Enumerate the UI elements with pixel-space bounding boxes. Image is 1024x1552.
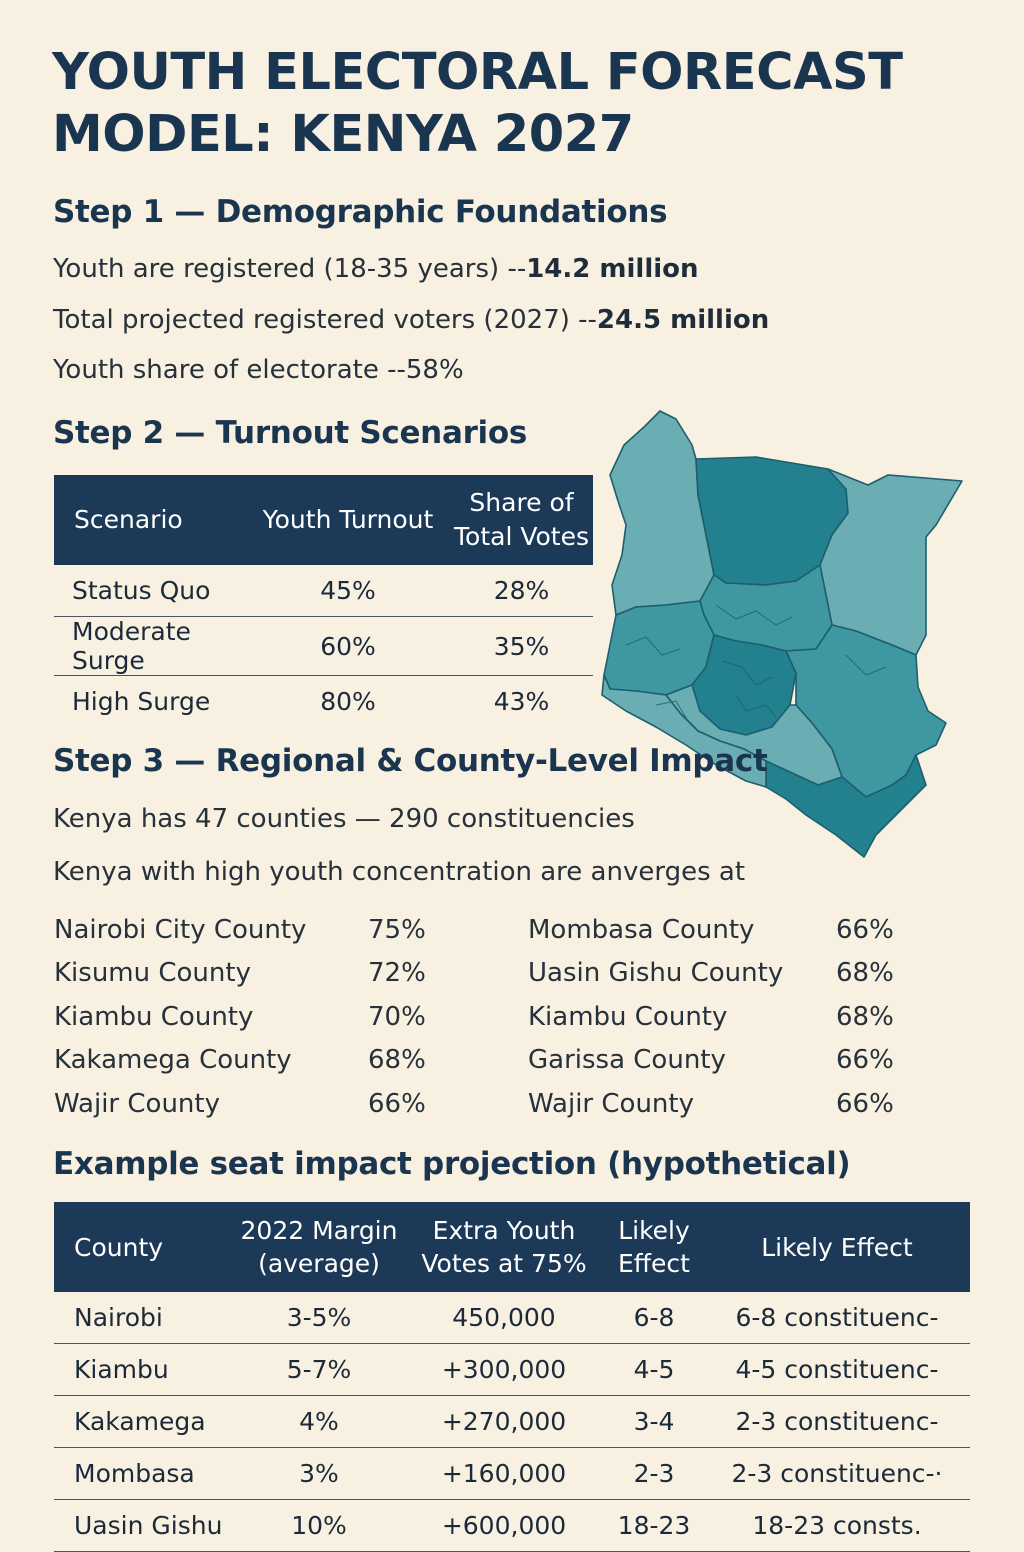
- youth-registered-value: 14.2 million: [526, 254, 699, 284]
- likely-effect-detail-cell: 2-3 constituenc-: [704, 1395, 970, 1448]
- concentration-intro: Kenya with high youth concentration are …: [53, 857, 746, 887]
- turnout-table: Scenario Youth Turnout Share of Total Vo…: [54, 475, 593, 727]
- likely-effect-cell: 18-23: [604, 1499, 704, 1552]
- table-row: High Surge 80% 43%: [54, 676, 593, 728]
- left-county-name: Kakamega County: [54, 1045, 292, 1075]
- total-voters-line: Total projected registered voters (2027)…: [53, 305, 769, 335]
- right-county-name: Mombasa County: [528, 915, 755, 945]
- likely-effect-cell: 2-3: [604, 1447, 704, 1500]
- col-share-total-votes: Share of Total Votes: [450, 475, 593, 565]
- page-title: YOUTH ELECTORAL FORECAST MODEL: KENYA 20…: [52, 43, 903, 164]
- left-county-value: 72%: [368, 958, 426, 988]
- right-county-name: Uasin Gishu County: [528, 958, 784, 988]
- turnout-table-header: Scenario Youth Turnout Share of Total Vo…: [54, 475, 593, 565]
- step3-heading: Step 3 — Regional & County-Level Impact: [53, 743, 768, 779]
- scenario-cell: Status Quo: [54, 565, 246, 617]
- likely-effect-detail-cell: 18-23 consts.: [704, 1499, 970, 1552]
- scenario-cell: Moderate Surge: [54, 616, 246, 676]
- total-voters-label: Total projected registered voters (2027)…: [53, 305, 597, 335]
- likely-effect-detail-cell: 2-3 constituenc-·: [704, 1447, 970, 1500]
- youth-registered-line: Youth are registered (18-35 years) --14.…: [53, 254, 699, 284]
- table-row: Uasin Gishu 10% +600,000 18-23 18-23 con…: [54, 1499, 970, 1552]
- map-region-northwest: [609, 410, 715, 616]
- right-county-value: 66%: [836, 1089, 894, 1119]
- map-region-southwest: [601, 674, 767, 788]
- right-county-name: Kiambu County: [528, 1002, 728, 1032]
- margin-cell: 10%: [234, 1499, 404, 1552]
- col-likely-effect: Likely Effect: [604, 1202, 704, 1292]
- extra-votes-cell: +270,000: [404, 1395, 604, 1448]
- youth-turnout-cell: 60%: [246, 616, 450, 676]
- col-county: County: [54, 1202, 234, 1292]
- col-scenario: Scenario: [54, 475, 246, 565]
- extra-votes-cell: +160,000: [404, 1447, 604, 1500]
- table-row: Moderate Surge 60% 35%: [54, 616, 593, 676]
- table-row: Kiambu 5-7% +300,000 4-5 4-5 constituenc…: [54, 1343, 970, 1396]
- table-row: Nairobi 3-5% 450,000 6-8 6-8 constituenc…: [54, 1292, 970, 1344]
- left-county-value: 68%: [368, 1045, 426, 1075]
- county-cell: Kakamega: [54, 1395, 234, 1448]
- share-total-cell: 43%: [493, 687, 550, 716]
- table-row: Kakamega 4% +270,000 3-4 2-3 constituenc…: [54, 1395, 970, 1448]
- right-county-name: Garissa County: [528, 1045, 726, 1075]
- likely-effect-detail-cell: 6-8 constituenc-: [704, 1292, 970, 1344]
- col-margin: 2022 Margin (average): [234, 1202, 404, 1292]
- share-total-cell: 35%: [450, 616, 593, 676]
- right-county-value: 66%: [836, 915, 894, 945]
- step1-heading: Step 1 — Demographic Foundations: [53, 194, 668, 230]
- seat-impact-table: County 2022 Margin (average) Extra Youth…: [54, 1202, 970, 1552]
- margin-cell: 5-7%: [234, 1343, 404, 1396]
- youth-turnout-cell: 80%: [320, 687, 376, 716]
- margin-cell: 4%: [234, 1395, 404, 1448]
- likely-effect-cell: 3-4: [604, 1395, 704, 1448]
- share-total-cell: 28%: [450, 565, 593, 617]
- table-row: Status Quo 45% 28%: [54, 565, 593, 617]
- county-cell: Kiambu: [54, 1343, 234, 1396]
- left-county-value: 70%: [368, 1002, 426, 1032]
- col-extra-youth-votes: Extra Youth Votes at 75%: [404, 1202, 604, 1292]
- right-county-name: Wajir County: [528, 1089, 694, 1119]
- right-county-value: 68%: [836, 958, 894, 988]
- left-county-name: Kiambu County: [54, 1002, 254, 1032]
- youth-share-label: Youth share of electorate --: [53, 355, 406, 385]
- youth-turnout-cell: 45%: [246, 565, 450, 617]
- col-youth-turnout: Youth Turnout: [246, 475, 450, 565]
- left-county-name: Wajir County: [54, 1089, 220, 1119]
- left-county-value: 75%: [368, 915, 426, 945]
- right-county-value: 66%: [836, 1045, 894, 1075]
- right-county-value: 68%: [836, 1002, 894, 1032]
- step2-heading: Step 2 — Turnout Scenarios: [53, 415, 528, 451]
- extra-votes-cell: +600,000: [404, 1499, 604, 1552]
- map-region-coast: [765, 754, 927, 858]
- county-cell: Nairobi: [54, 1292, 234, 1344]
- youth-share-line: Youth share of electorate --58%: [53, 355, 464, 385]
- scenario-cell: High Surge: [72, 687, 211, 716]
- extra-votes-cell: 450,000: [404, 1292, 604, 1344]
- left-county-value: 66%: [368, 1089, 426, 1119]
- youth-share-value: 58%: [405, 355, 464, 385]
- likely-effect-cell: 6-8: [604, 1292, 704, 1344]
- margin-cell: 3-5%: [234, 1292, 404, 1344]
- seat-table-header: County 2022 Margin (average) Extra Youth…: [54, 1202, 970, 1292]
- extra-votes-cell: +300,000: [404, 1343, 604, 1396]
- county-cell: Uasin Gishu: [54, 1499, 234, 1552]
- youth-registered-label: Youth are registered (18-35 years) --: [53, 254, 527, 284]
- seat-impact-heading: Example seat impact projection (hypothet…: [53, 1146, 851, 1182]
- left-county-name: Kisumu County: [54, 958, 251, 988]
- col-likely-effect-detail: Likely Effect: [704, 1202, 970, 1292]
- kenya-map: [601, 410, 963, 858]
- likely-effect-cell: 4-5: [604, 1343, 704, 1396]
- table-row: Mombasa 3% +160,000 2-3 2-3 constituenc-…: [54, 1447, 970, 1500]
- likely-effect-detail-cell: 4-5 constituenc-: [704, 1343, 970, 1396]
- counties-summary: Kenya has 47 counties — 290 constituenci…: [53, 804, 635, 834]
- margin-cell: 3%: [234, 1447, 404, 1500]
- left-county-name: Nairobi City County: [54, 915, 307, 945]
- county-cell: Mombasa: [54, 1447, 234, 1500]
- total-voters-value: 24.5 million: [596, 305, 770, 335]
